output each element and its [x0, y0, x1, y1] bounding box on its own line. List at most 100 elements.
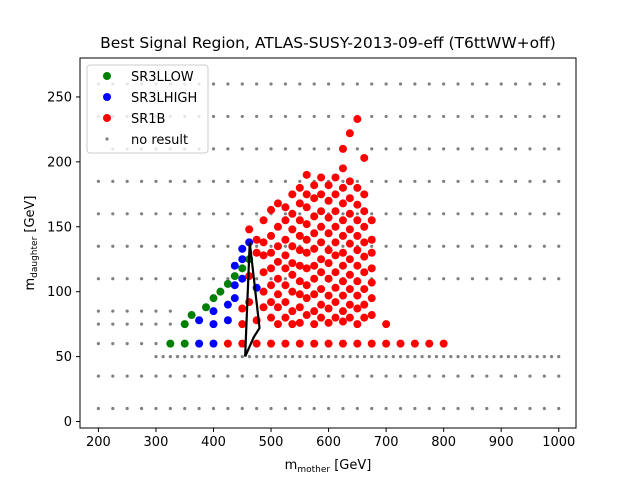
no-result-point: [111, 342, 115, 346]
no-result-point: [355, 212, 359, 216]
no-result-point: [283, 277, 288, 281]
no-result-point: [226, 277, 230, 281]
no-result-point: [470, 374, 475, 378]
point-sr3lhigh: [230, 261, 239, 270]
no-result-point: [168, 322, 172, 326]
point-sr1b: [338, 291, 347, 300]
no-result-point: [398, 374, 403, 378]
no-result-point: [485, 114, 489, 119]
point-sr1b: [338, 183, 347, 192]
no-result-point: [456, 354, 460, 359]
no-result-point: [154, 374, 158, 378]
no-result-point: [341, 179, 345, 183]
no-result-point: [528, 82, 532, 86]
no-result-point: [240, 179, 244, 183]
no-result-point: [485, 82, 489, 86]
point-sr1b: [360, 222, 369, 231]
point-sr1b: [295, 183, 304, 192]
no-result-point: [211, 244, 216, 248]
no-result-point: [269, 374, 273, 378]
no-result-point: [219, 354, 223, 359]
point-sr1b: [345, 209, 354, 218]
no-result-point: [211, 82, 216, 86]
point-sr1b: [353, 304, 362, 313]
no-result-point: [470, 114, 475, 119]
no-result-point: [139, 277, 144, 281]
no-result-point: [384, 147, 388, 151]
no-result-point: [557, 406, 561, 411]
no-result-point: [456, 114, 460, 119]
point-sr1b: [367, 216, 376, 225]
y-tick-label: 100: [47, 285, 72, 300]
point-sr1b: [360, 207, 369, 216]
no-result-point: [413, 354, 417, 359]
no-result-point: [197, 406, 201, 411]
legend-label-no-result: no result: [131, 133, 188, 148]
no-result-point: [413, 244, 417, 248]
no-result-point: [168, 354, 172, 359]
no-result-point: [139, 179, 144, 183]
no-result-point: [211, 374, 216, 378]
point-sr1b: [317, 300, 326, 309]
point-sr1b: [353, 231, 362, 240]
point-sr3lhigh: [209, 307, 218, 316]
no-result-point: [139, 244, 144, 248]
no-result-point: [334, 354, 338, 359]
no-result-point: [463, 354, 467, 359]
no-result-point: [528, 244, 532, 248]
no-result-point: [183, 212, 187, 216]
no-result-point: [384, 244, 388, 248]
point-sr1b: [267, 205, 276, 214]
no-result-point: [442, 277, 446, 281]
no-result-point: [319, 354, 323, 359]
no-result-point: [355, 82, 359, 86]
no-result-point: [226, 406, 230, 411]
point-sr1b: [267, 281, 276, 290]
x-tick-label: 800: [431, 435, 456, 450]
no-result-point: [557, 277, 561, 281]
no-result-point: [355, 354, 359, 359]
no-result-point: [513, 374, 518, 378]
point-sr1b: [324, 274, 333, 283]
point-sr1b: [295, 216, 304, 225]
point-sr1b: [302, 190, 311, 199]
point-sr1b: [317, 222, 326, 231]
point-sr1b: [295, 318, 304, 327]
no-result-point: [111, 309, 115, 313]
no-result-point: [499, 406, 503, 411]
point-sr1b: [396, 339, 405, 348]
no-result-point: [240, 406, 244, 411]
no-result-point: [240, 374, 244, 378]
no-result-point: [513, 244, 518, 248]
point-sr3lhigh: [238, 274, 247, 283]
no-result-point: [485, 179, 489, 183]
point-sr3llow: [180, 339, 189, 348]
point-sr1b: [273, 274, 282, 283]
no-result-point: [276, 354, 280, 359]
no-result-point: [506, 354, 510, 359]
no-result-point: [255, 354, 259, 359]
point-sr3llow: [202, 303, 211, 312]
point-sr1b: [302, 235, 311, 244]
y-axis-label: mdaughter [GeV]: [23, 195, 40, 290]
no-result-point: [470, 406, 475, 411]
no-result-point: [549, 354, 554, 359]
point-sr1b: [317, 285, 326, 294]
no-result-point: [197, 354, 201, 359]
no-result-point: [312, 354, 316, 359]
no-result-point: [326, 82, 331, 86]
point-sr1b: [353, 291, 362, 300]
no-result-point: [362, 354, 367, 359]
x-tick-label: 600: [316, 435, 341, 450]
no-result-point: [183, 374, 187, 378]
point-sr1b: [382, 320, 391, 329]
no-result-point: [427, 374, 431, 378]
point-sr1b: [295, 261, 304, 270]
point-sr1b: [310, 274, 319, 283]
point-sr1b: [353, 277, 362, 286]
no-result-point: [283, 147, 288, 151]
point-sr1b: [338, 277, 347, 286]
point-sr1b: [267, 264, 276, 273]
no-result-point: [485, 374, 489, 378]
y-tick-label: 200: [47, 155, 72, 170]
